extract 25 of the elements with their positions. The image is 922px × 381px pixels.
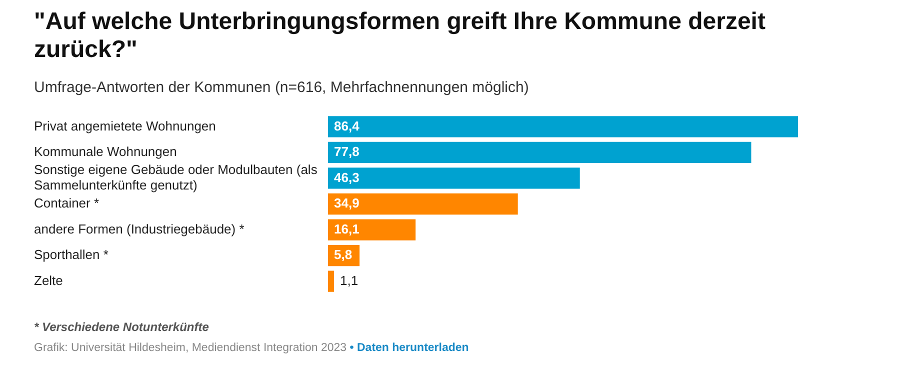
text: • Daten herunterladen (348, 342, 469, 354)
chart-title: "Auf welche Unterbringungsformen greift Ihre Kommune derzeit zurück?" (34, 8, 766, 64)
bar (328, 270, 334, 292)
text: Grafik: Universität Hildesheim, Mediendienst Integration 2023 (34, 342, 347, 354)
y-tick-label: Zelte (34, 272, 63, 288)
bar (328, 168, 580, 189)
data-label: 1,1 (340, 272, 358, 288)
data-label: 46,3 (334, 170, 360, 185)
y-tick-label: Sonstige eigene Gebäude oder Modulbauten (als Sammelunterkünfte genutzt) (34, 162, 318, 193)
text: * Verschiedene Notunterkünfte (34, 320, 209, 334)
chart-subtitle: Umfrage-Antworten der Kommunen (n=616, Mehrfachnennungen möglich) (34, 79, 529, 96)
data-label: 16,1 (334, 221, 360, 236)
bar (328, 142, 752, 164)
y-tick-label: Sporthallen * (34, 247, 108, 262)
y-tick-label: Kommunale Wohnungen (34, 144, 177, 160)
y-tick-label: Container * (34, 196, 100, 211)
data-label: 86,4 (334, 118, 360, 134)
data-label: 34,9 (334, 196, 360, 211)
data-label: 77,8 (334, 144, 360, 160)
y-tick-label: Privat angemietete Wohnungen (34, 118, 216, 134)
y-tick-label: andere Formen (Industriegebäude) * (34, 221, 244, 236)
bar (328, 193, 518, 215)
bar (328, 219, 416, 240)
bar (328, 116, 798, 138)
data-label: 5,8 (334, 247, 352, 262)
